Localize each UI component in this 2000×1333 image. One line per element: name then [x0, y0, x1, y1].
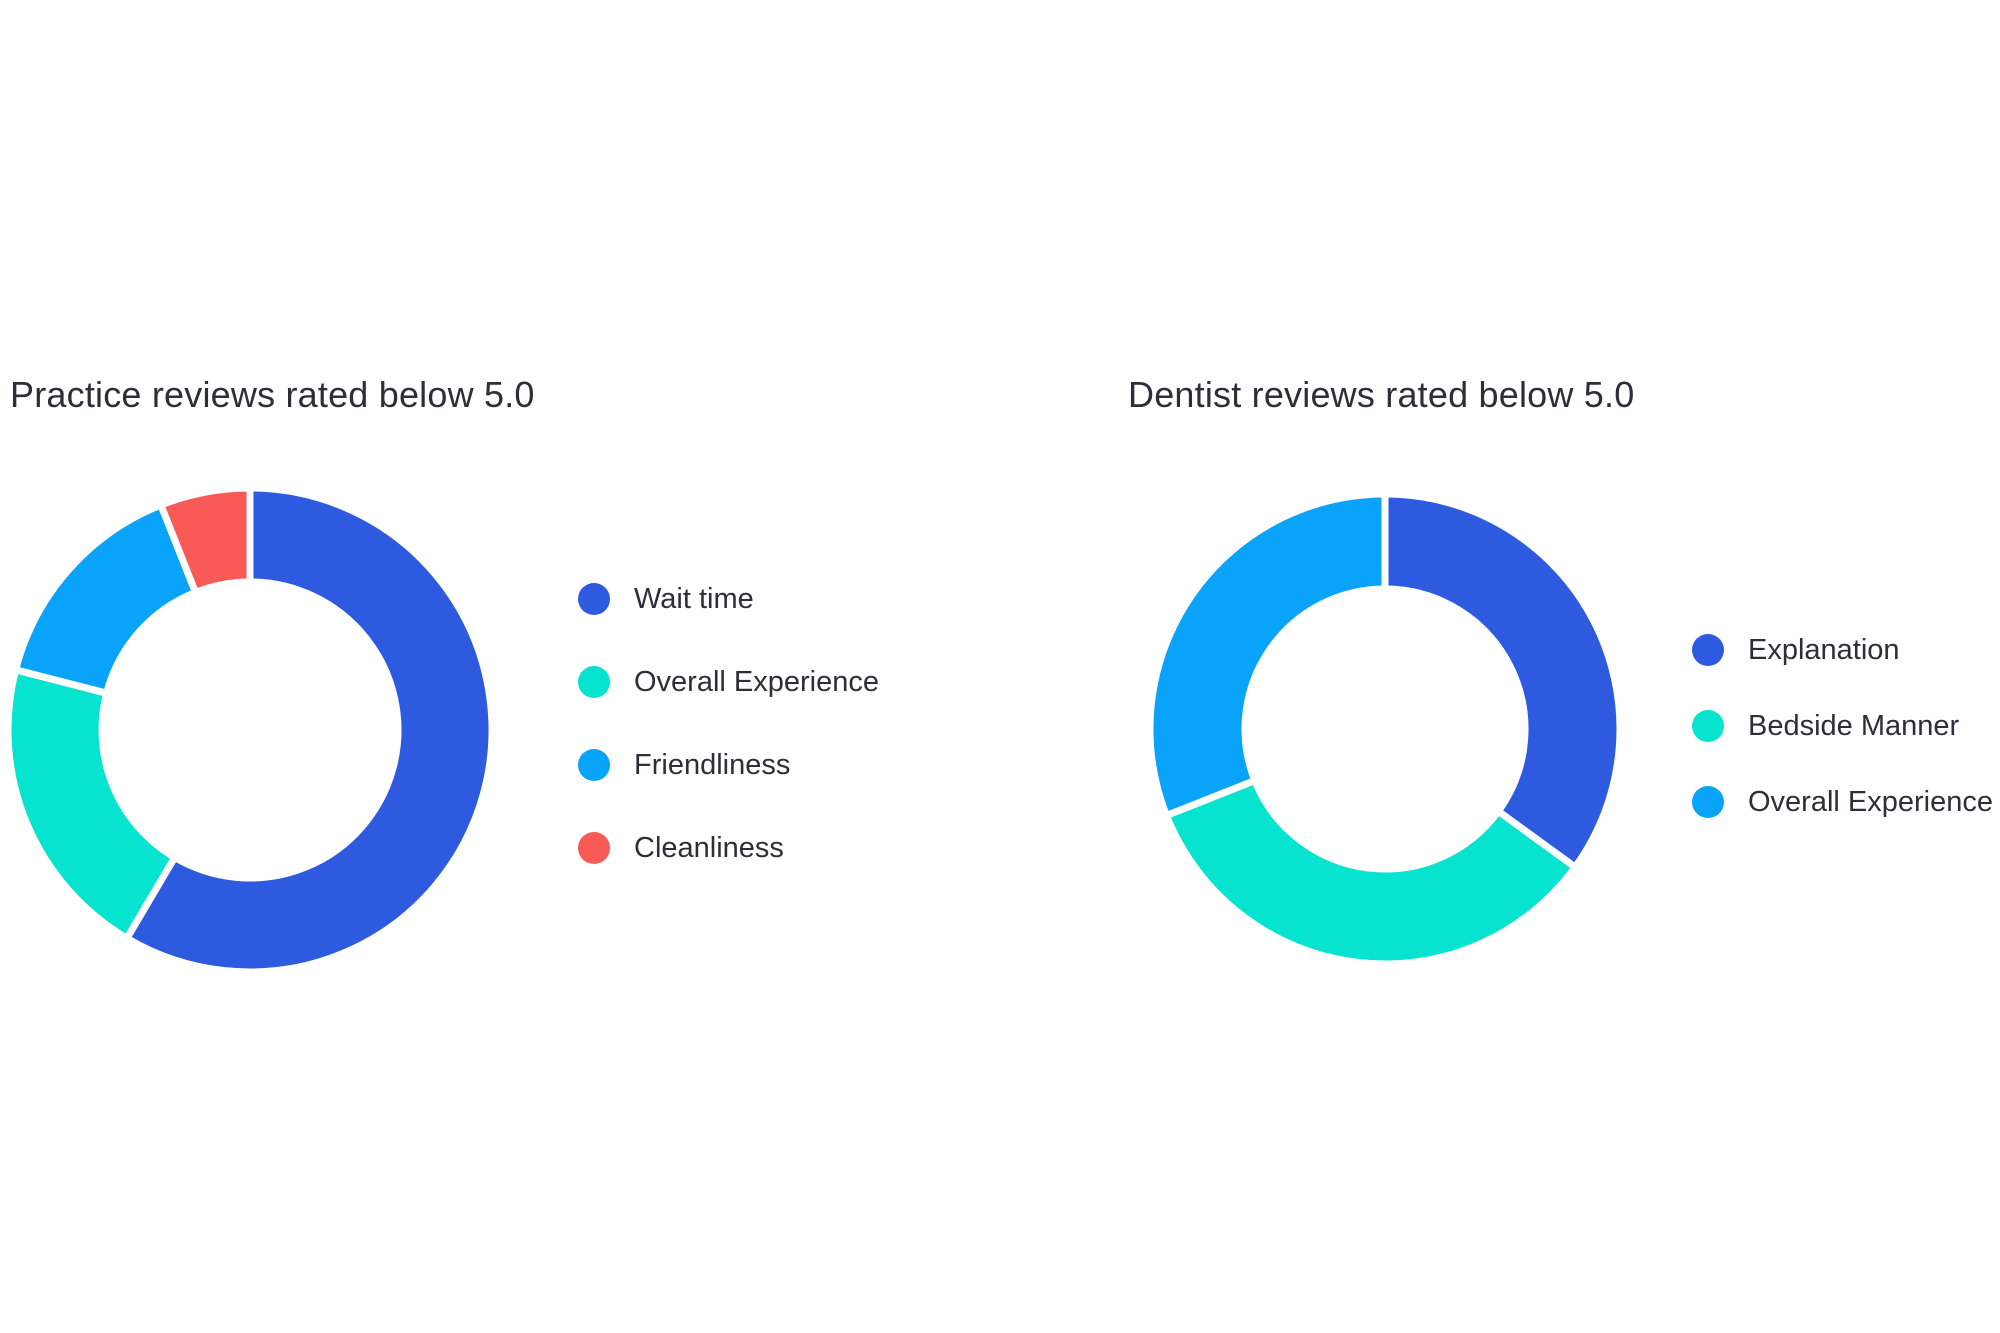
legend-item-overall-experience[interactable]: Overall Experience — [578, 665, 879, 699]
practice-chart-title: Practice reviews rated below 5.0 — [10, 374, 535, 415]
legend-item-bedside-manner[interactable]: Bedside Manner — [1692, 709, 1993, 743]
legend-item-wait-time[interactable]: Wait time — [578, 582, 879, 616]
legend-swatch — [1692, 634, 1724, 666]
donut-slice-cleanliness[interactable] — [156, 484, 254, 597]
legend-swatch — [578, 832, 610, 864]
donut-slice-wait-time[interactable] — [122, 484, 496, 976]
legend-item-friendliness[interactable]: Friendliness — [578, 748, 879, 782]
legend-swatch — [1692, 786, 1724, 818]
legend-label: Bedside Manner — [1748, 709, 1960, 742]
legend-item-overall-experience[interactable]: Overall Experience — [1692, 785, 1993, 819]
legend-label: Friendliness — [634, 748, 791, 781]
donut-slice-bedside-manner[interactable] — [1161, 775, 1581, 968]
legend-label: Explanation — [1748, 633, 1900, 666]
legend-swatch — [1692, 710, 1724, 742]
legend-label: Overall Experience — [1748, 785, 1993, 818]
donut-slice-overall-experience[interactable] — [4, 665, 180, 944]
legend-label: Wait time — [634, 582, 754, 615]
legend-swatch — [578, 749, 610, 781]
legend-swatch — [578, 666, 610, 698]
legend-item-explanation[interactable]: Explanation — [1692, 633, 1993, 667]
legend-label: Cleanliness — [634, 831, 784, 864]
practice-chart-panel: Practice reviews rated below 5.0 Wait ti… — [4, 374, 879, 976]
practice-donut-chart — [4, 484, 496, 976]
dentist-donut-chart — [1146, 490, 1624, 968]
legend-label: Overall Experience — [634, 665, 879, 698]
donut-slice-explanation[interactable] — [1381, 490, 1624, 873]
legend-swatch — [578, 583, 610, 615]
legend-item-cleanliness[interactable]: Cleanliness — [578, 831, 879, 865]
practice-legend: Wait time Overall Experience Friendlines… — [578, 582, 879, 914]
donut-slice-overall-experience[interactable] — [1146, 490, 1389, 821]
dentist-legend: Explanation Bedside Manner Overall Exper… — [1692, 633, 1993, 861]
dentist-chart-panel: Dentist reviews rated below 5.0 Explanat… — [1110, 0, 2000, 1333]
dentist-chart-title: Dentist reviews rated below 5.0 — [1128, 374, 1635, 415]
